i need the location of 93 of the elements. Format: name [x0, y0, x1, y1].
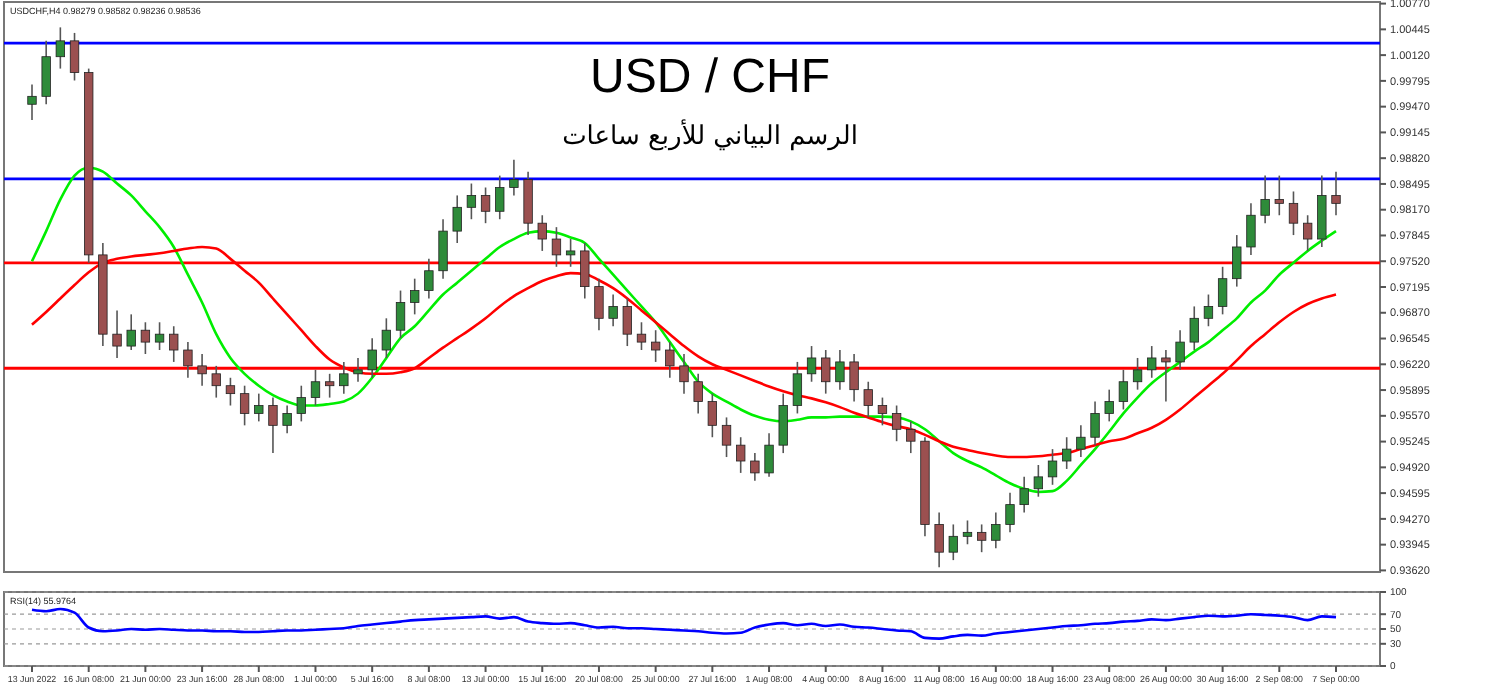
- candlestick: [1288, 190, 1299, 236]
- candlestick: [906, 420, 916, 454]
- candlestick: [1317, 174, 1327, 248]
- candlestick: [1090, 400, 1100, 446]
- candlestick: [197, 353, 207, 387]
- candlestick: [665, 341, 675, 379]
- candlestick: [395, 289, 406, 339]
- candlestick: [452, 194, 462, 244]
- candlestick: [225, 376, 236, 407]
- candlestick: [1260, 174, 1270, 224]
- candlestick: [891, 404, 902, 442]
- candlestick: [608, 293, 618, 328]
- candlestick: [1132, 357, 1143, 391]
- candlestick: [580, 242, 590, 300]
- candlestick: [1062, 436, 1072, 470]
- candlestick: [750, 452, 760, 482]
- candlestick: [679, 353, 689, 395]
- candlestick: [934, 511, 944, 569]
- candlestick: [1217, 265, 1228, 316]
- candlestick: [1203, 293, 1214, 328]
- candlestick: [310, 369, 321, 407]
- candlestick: [1331, 170, 1341, 217]
- line-series: [30, 607, 1338, 640]
- candlestick: [707, 392, 717, 439]
- text: USD / CHF: [590, 50, 830, 104]
- candlestick: [239, 384, 250, 427]
- candlestick: [792, 361, 803, 415]
- candlestick: [849, 353, 859, 403]
- candlestick: [211, 365, 221, 399]
- candlestick: [1189, 305, 1199, 351]
- candlestick: [509, 158, 519, 197]
- candlestick: [565, 238, 576, 268]
- candlestick: [268, 396, 278, 454]
- candlestick: [438, 218, 448, 280]
- candlestick: [1005, 491, 1015, 534]
- candlestick: [778, 392, 788, 454]
- candlestick: [1274, 174, 1284, 217]
- candlestick: [1019, 476, 1029, 514]
- candlestick: [381, 317, 391, 359]
- candlestick: [410, 277, 420, 316]
- candlestick: [140, 321, 151, 355]
- candlestick: [636, 321, 647, 351]
- candlestick: [821, 349, 831, 395]
- candlestick: [55, 26, 65, 70]
- candlestick: [721, 416, 732, 458]
- candlestick: [622, 297, 632, 347]
- candlestick: [424, 258, 434, 300]
- candlestick: [466, 182, 477, 221]
- candlestick: [991, 511, 1001, 550]
- candlestick: [948, 523, 958, 561]
- candlestick: [764, 432, 774, 478]
- candlestick: [1118, 369, 1129, 411]
- candlestick: [154, 321, 165, 351]
- candlestick: [1104, 388, 1114, 423]
- candlestick: [1175, 329, 1185, 371]
- candlestick: [254, 392, 264, 423]
- candlestick: [69, 32, 80, 82]
- candlestick: [353, 357, 363, 383]
- candlestick: [126, 313, 136, 351]
- candlestick: [736, 436, 746, 474]
- candlestick: [962, 519, 973, 546]
- candlestick: [877, 396, 888, 427]
- candlestick: [523, 170, 533, 236]
- candlestick: [112, 309, 122, 359]
- candlestick: [41, 40, 51, 106]
- candlestick: [651, 329, 661, 363]
- candlestick: [1303, 214, 1313, 252]
- candlestick: [551, 226, 562, 268]
- candlestick: [1246, 202, 1256, 256]
- candlestick: [537, 214, 547, 252]
- candlestick: [863, 380, 873, 419]
- candlestick: [296, 384, 306, 423]
- candlestick: [594, 277, 604, 332]
- candlestick: [183, 341, 193, 379]
- text: الرسم البياني للأربع ساعات: [562, 118, 858, 152]
- candlestick: [169, 325, 179, 363]
- candlestick: [1076, 424, 1086, 458]
- candlestick: [367, 337, 377, 379]
- candlestick: [282, 404, 292, 435]
- candlestick: [339, 361, 349, 395]
- candlestick: [1147, 345, 1157, 379]
- candlestick: [1232, 234, 1242, 288]
- candlestick: [495, 174, 505, 221]
- candlestick: [480, 186, 491, 224]
- candlestick: [1033, 464, 1043, 498]
- candlestick: [325, 373, 335, 399]
- candlestick: [977, 523, 987, 553]
- candlestick: [1047, 448, 1058, 486]
- candlestick: [693, 373, 703, 415]
- candlestick: [806, 345, 817, 383]
- candlestick: [1161, 349, 1171, 403]
- candlestick: [27, 83, 37, 121]
- candlestick: [835, 349, 845, 391]
